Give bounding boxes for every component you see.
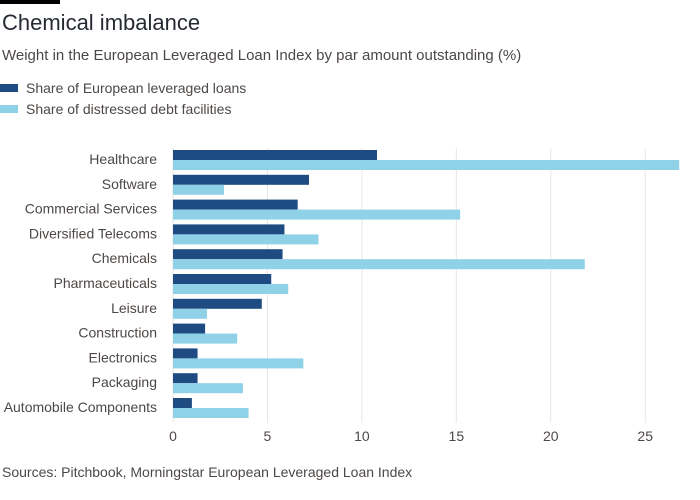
- category-label-1: Software: [102, 176, 157, 192]
- bar-distressed-9: [173, 383, 243, 394]
- legend-swatch-distressed: [0, 105, 18, 113]
- bar-distressed-6: [173, 308, 207, 319]
- bar-loans-3: [173, 224, 285, 235]
- legend-swatch-loans: [0, 84, 18, 92]
- bar-distressed-3: [173, 234, 319, 245]
- bar-loans-5: [173, 274, 272, 284]
- category-label-7: Construction: [78, 325, 157, 341]
- bar-loans-10: [173, 398, 192, 408]
- bar-distressed-7: [173, 333, 238, 344]
- chart-subtitle: Weight in the European Leveraged Loan In…: [2, 47, 522, 64]
- legend-item-distressed: Share of distressed debt facilities: [0, 101, 231, 117]
- bar-loans-4: [173, 249, 283, 260]
- x-tick-label-10: 10: [354, 428, 370, 444]
- bar-distressed-8: [173, 358, 304, 369]
- category-label-4: Chemicals: [92, 250, 157, 266]
- bar-distressed-1: [173, 184, 224, 195]
- bar-loans-0: [173, 150, 377, 160]
- x-tick-label-25: 25: [637, 428, 653, 444]
- category-label-0: Healthcare: [89, 151, 157, 167]
- x-tick-label-20: 20: [543, 428, 559, 444]
- source-note: Sources: Pitchbook, Morningstar European…: [2, 464, 413, 480]
- category-label-6: Leisure: [111, 300, 157, 316]
- legend-label-distressed: Share of distressed debt facilities: [26, 101, 232, 117]
- legend-item-loans: Share of European leveraged loans: [0, 80, 246, 96]
- x-tick-label-15: 15: [449, 428, 465, 444]
- bar-distressed-2: [173, 209, 461, 220]
- category-label-5: Pharmaceuticals: [54, 275, 158, 291]
- bar-loans-1: [173, 174, 309, 185]
- bar-chart: Healthcare Software Commercial Services Div…: [4, 148, 680, 444]
- category-label-2: Commercial Services: [25, 201, 157, 217]
- x-tick-label-5: 5: [264, 428, 272, 444]
- x-tick-label-0: 0: [169, 428, 177, 444]
- category-label-3: Diversified Telecoms: [29, 225, 157, 241]
- bar-distressed-5: [173, 284, 289, 294]
- bar-loans-9: [173, 373, 198, 384]
- bar-loans-2: [173, 199, 298, 210]
- chart-title: Chemical imbalance: [2, 10, 201, 35]
- bar-distressed-0: [173, 160, 680, 170]
- bar-distressed-4: [173, 259, 585, 270]
- legend-label-loans: Share of European leveraged loans: [26, 80, 247, 96]
- bar-distressed-10: [173, 408, 249, 418]
- bar-loans-8: [173, 348, 198, 359]
- category-label-9: Packaging: [92, 374, 157, 390]
- bar-loans-6: [173, 298, 262, 309]
- bar-loans-7: [173, 323, 206, 334]
- category-label-8: Electronics: [89, 349, 157, 365]
- category-label-10: Automobile Components: [4, 399, 157, 415]
- brand-top-bar: [0, 0, 60, 4]
